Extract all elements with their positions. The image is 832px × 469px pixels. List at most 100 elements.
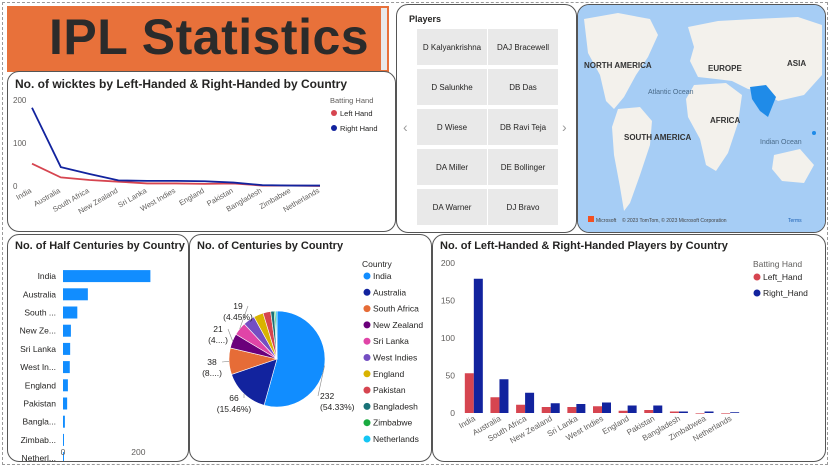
players-bar-panel: No. of Left-Handed & Right-Handed Player… xyxy=(432,234,826,462)
legend-label: Sri Lanka xyxy=(373,336,409,346)
centuries-pie-panel: No. of Centuries by Country 232 (54.33%) 6… xyxy=(189,234,432,462)
map-terms-link[interactable]: Terms xyxy=(788,218,802,224)
player-slicer-item[interactable]: D Salunkhe xyxy=(417,69,487,105)
bar-right-hand xyxy=(576,404,586,413)
data-label-value: 38 xyxy=(207,357,217,367)
y-category-label: Bangla... xyxy=(22,417,56,427)
player-slicer-item[interactable]: D Wiese xyxy=(417,109,487,145)
map-panel[interactable]: NORTH AMERICA EUROPE ASIA Atlantic Ocean… xyxy=(577,4,826,233)
world-map[interactable]: NORTH AMERICA EUROPE ASIA Atlantic Ocean… xyxy=(578,5,826,233)
legend-label: Bangladesh xyxy=(373,401,418,411)
player-slicer-item[interactable]: D Kalyankrishna xyxy=(417,29,487,65)
player-slicer-item[interactable]: DJ Bravo xyxy=(488,189,558,225)
bar-left-hand xyxy=(593,406,602,413)
player-slicer-item[interactable]: DE Bollinger xyxy=(488,149,558,185)
slicer-title: Players xyxy=(409,14,442,24)
legend-marker xyxy=(363,337,371,345)
y-category-label: Zimbab... xyxy=(21,435,56,445)
y-tick-label: 100 xyxy=(13,139,27,148)
bar-left-hand xyxy=(464,373,474,413)
bar-right-hand xyxy=(730,412,740,413)
leader-line xyxy=(221,360,230,363)
x-tick-label: England xyxy=(177,186,205,208)
leader-line xyxy=(227,328,233,342)
legend-label: England xyxy=(373,369,404,379)
y-tick-label: 200 xyxy=(441,258,455,268)
legend-marker xyxy=(331,125,337,131)
player-slicer-item[interactable]: DB Das xyxy=(488,69,558,105)
bar xyxy=(63,379,68,392)
y-category-label: Australia xyxy=(23,289,56,299)
legend-label: Netherlands xyxy=(373,434,419,444)
data-label-value: 19 xyxy=(233,301,243,311)
legend-label: Australia xyxy=(373,287,406,297)
wickets-line-chart-panel: No. of wicktes by Left-Handed & Right-Ha… xyxy=(7,71,396,232)
half-centuries-bar-chart[interactable]: India Australia South ... New Ze... Sri Lank… xyxy=(8,235,189,462)
legend-marker xyxy=(363,272,371,280)
x-tick-label: England xyxy=(601,414,631,436)
legend-marker xyxy=(363,370,371,378)
map-label: ASIA xyxy=(787,59,806,68)
bar-left-hand xyxy=(567,407,577,413)
y-tick-label: 200 xyxy=(13,96,27,105)
legend-label: Right_Hand xyxy=(763,288,808,298)
map-label: Indian Ocean xyxy=(760,139,802,146)
y-category-label: New Ze... xyxy=(20,326,56,336)
x-tick-label: 0 xyxy=(61,447,66,457)
series-line-left-hand xyxy=(31,162,321,187)
legend-label: Left_Hand xyxy=(763,272,802,282)
y-category-label: India xyxy=(38,271,57,281)
bar xyxy=(63,306,78,319)
y-category-label: Sri Lanka xyxy=(20,344,56,354)
leader-line xyxy=(239,305,249,329)
chart-title: No. of Left-Handed & Right-Handed Player… xyxy=(440,240,728,252)
half-centuries-panel: No. of Half Centuries by Country India Au… xyxy=(7,234,189,462)
legend-marker xyxy=(363,305,371,313)
pie-slice xyxy=(231,358,278,406)
data-label-percent: (4....) xyxy=(208,335,228,345)
y-category-label: South ... xyxy=(24,308,56,318)
x-tick-label: 200 xyxy=(131,447,145,457)
centuries-pie-chart[interactable]: 232(54.33%) 66(15.46%) 38(8....) 21(4....) 1… xyxy=(190,235,432,462)
bar xyxy=(63,270,151,283)
bar-left-hand xyxy=(541,407,551,413)
legend-label: Right Hand xyxy=(340,124,378,133)
legend-marker xyxy=(363,402,371,410)
india-highlight[interactable] xyxy=(750,85,776,117)
bar-left-hand xyxy=(516,404,526,413)
chevron-left-icon[interactable]: ‹ xyxy=(403,119,408,135)
bar xyxy=(63,342,71,355)
legend-title: Batting Hand xyxy=(330,96,373,105)
map-attribution: © 2023 TomTom, © 2023 Microsoft Corporat… xyxy=(622,217,727,224)
player-slicer-item[interactable]: DA Miller xyxy=(417,149,487,185)
y-tick-label: 150 xyxy=(441,296,455,306)
legend-title: Country xyxy=(362,259,393,269)
legend-marker xyxy=(363,386,371,394)
players-slicer-panel: Players ‹ › D Kalyankrishna DAJ Bracewell… xyxy=(396,4,577,233)
legend-title: Batting Hand xyxy=(753,259,802,269)
bar-right-hand xyxy=(550,403,560,413)
pie-slice xyxy=(275,310,278,360)
chart-title: No. of Half Centuries by Country xyxy=(15,240,185,252)
map-label: Atlantic Ocean xyxy=(648,89,694,96)
bar-left-hand xyxy=(695,413,705,414)
bar-right-hand xyxy=(473,278,483,413)
map-label: SOUTH AMERICA xyxy=(624,133,691,142)
data-label-value: 66 xyxy=(229,393,239,403)
player-slicer-item[interactable]: DB Ravi Teja xyxy=(488,109,558,145)
bar-right-hand xyxy=(627,405,637,413)
data-label-percent: (15.46%) xyxy=(217,404,252,414)
player-slicer-item[interactable]: DA Warner xyxy=(417,189,487,225)
legend-label: West Indies xyxy=(373,353,417,363)
map-label: AFRICA xyxy=(710,116,740,125)
y-category-label: England xyxy=(25,380,56,390)
y-tick-label: 0 xyxy=(450,408,455,418)
chevron-right-icon[interactable]: › xyxy=(562,119,567,135)
leader-line xyxy=(317,365,325,397)
player-slicer-item[interactable]: DAJ Bracewell xyxy=(488,29,558,65)
bar xyxy=(63,433,64,446)
map-brand: Microsoft xyxy=(596,218,617,224)
